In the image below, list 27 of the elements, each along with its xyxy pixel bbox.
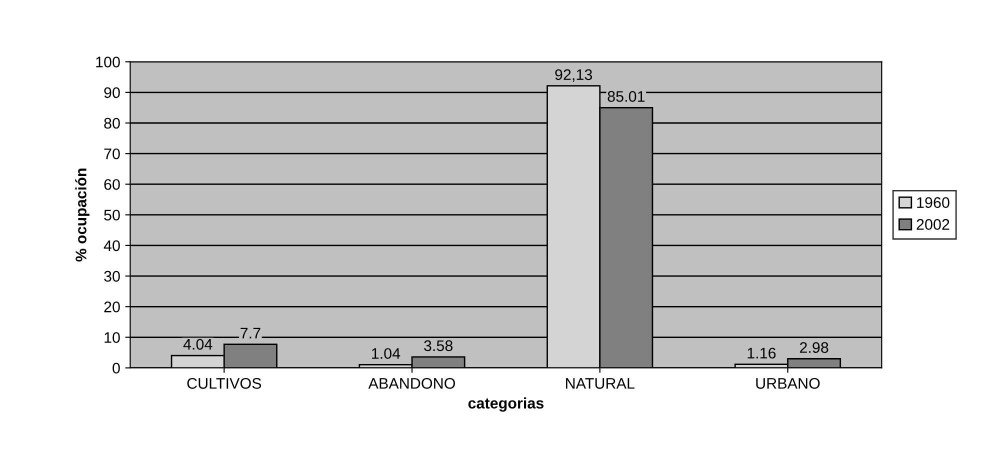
- data-label: 85.01: [608, 91, 645, 102]
- y-tick-label: 50: [104, 210, 120, 221]
- data-label: 3.58: [424, 340, 453, 352]
- y-tick-label: 40: [104, 240, 120, 252]
- y-axis-title: % ocupación: [75, 168, 90, 262]
- legend-label: 2002: [916, 219, 950, 230]
- data-label: 4.04: [183, 338, 212, 350]
- data-label: 92,13: [555, 69, 592, 82]
- y-tick-label: 60: [104, 179, 120, 190]
- y-tick-label: 70: [104, 148, 120, 160]
- data-label: 2.98: [800, 342, 828, 353]
- x-tick-label: ABANDONO: [368, 378, 455, 389]
- y-tick-label: 100: [96, 56, 120, 68]
- x-tick-label: NATURAL: [566, 378, 634, 389]
- data-label: 1.04: [372, 348, 400, 359]
- y-tick-label: 0: [112, 362, 120, 374]
- y-tick-label: 80: [104, 118, 120, 129]
- data-label: 1.16: [748, 348, 776, 359]
- y-tick-label: 30: [104, 270, 120, 282]
- x-tick-label: URBANO: [756, 378, 820, 389]
- y-tick-label: 10: [104, 332, 120, 343]
- x-axis-title: categorias: [468, 397, 544, 412]
- data-label: 7.7: [240, 328, 260, 338]
- legend-label: 1960: [917, 197, 950, 208]
- y-tick-label: 90: [104, 87, 120, 98]
- x-tick-label: CULTIVOS: [187, 378, 262, 389]
- y-tick-label: 20: [104, 302, 120, 312]
